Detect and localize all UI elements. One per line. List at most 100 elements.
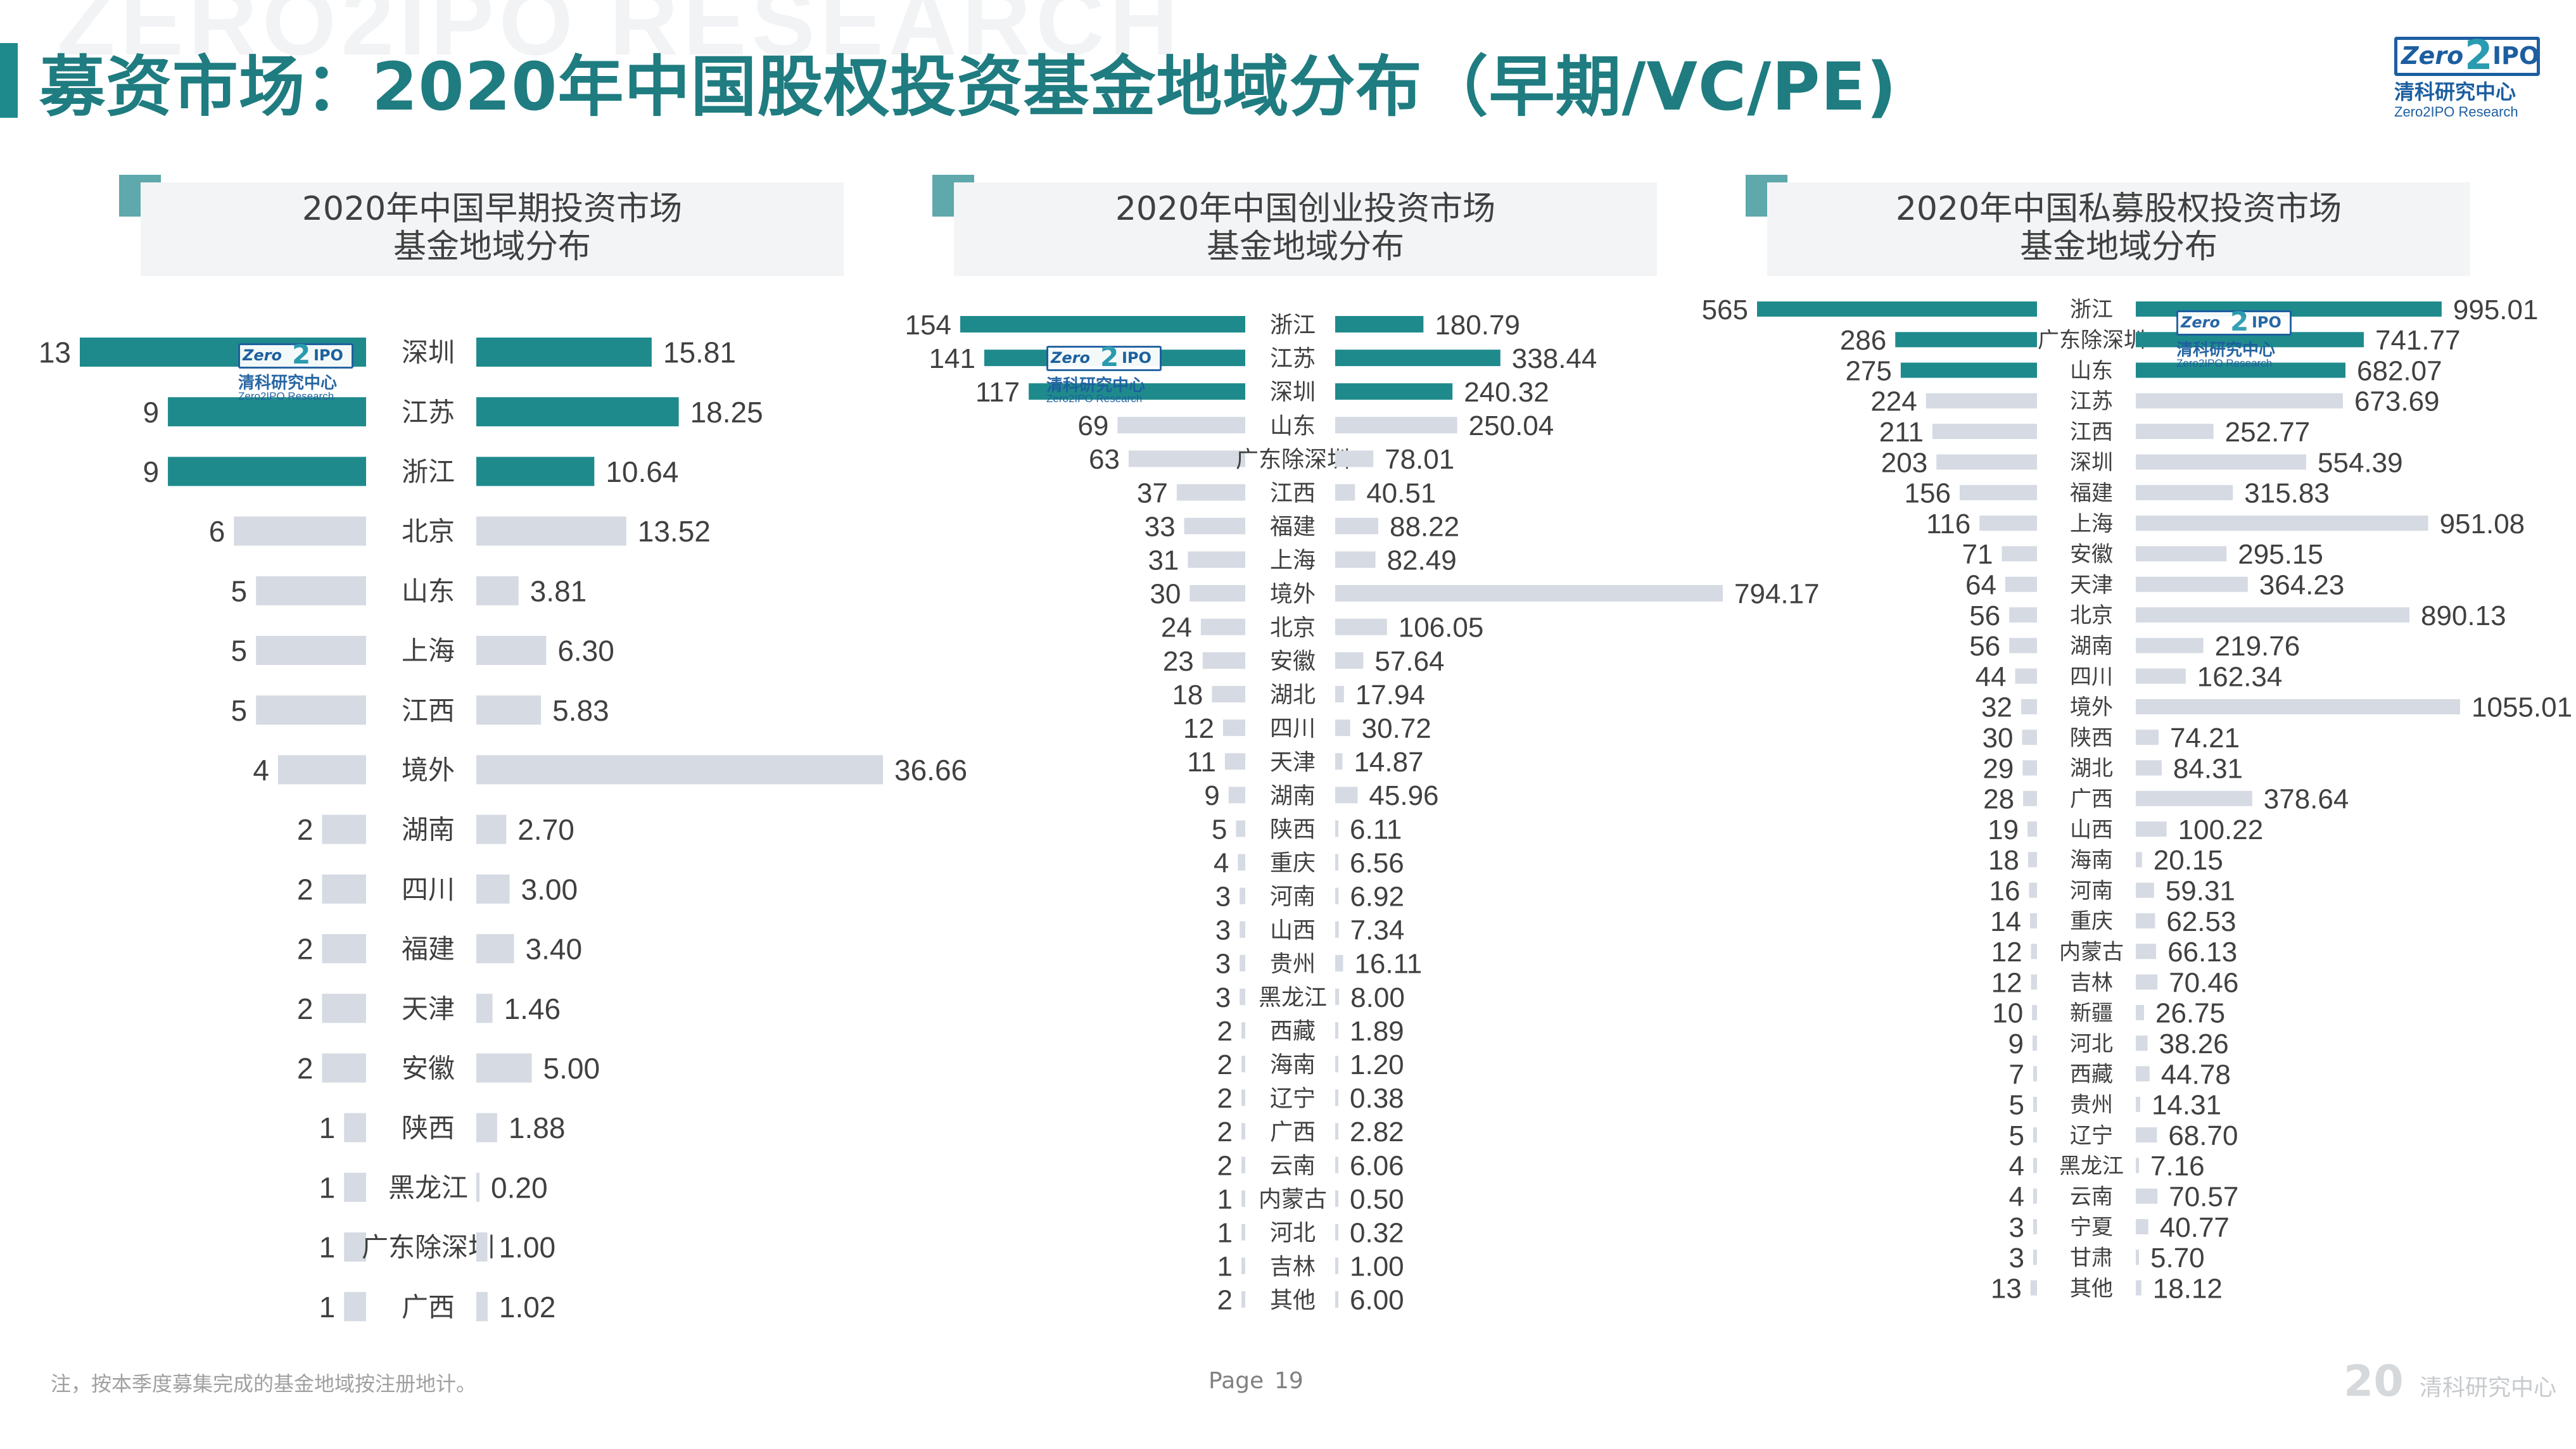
- amount-label: 5.00: [543, 1052, 600, 1085]
- amount-label: 84.31: [2173, 753, 2243, 784]
- amount-label: 3.81: [530, 574, 587, 607]
- count-bar: [2033, 1066, 2037, 1082]
- count-label: 275: [1845, 355, 1891, 386]
- amount-bar: [1335, 954, 1343, 971]
- count-bar: [1241, 1123, 1245, 1140]
- amount-bar: [1335, 686, 1344, 703]
- category-label: 其他: [2070, 1276, 2113, 1301]
- count-label: 28: [1983, 784, 2014, 815]
- category-label: 宁夏: [2070, 1215, 2113, 1240]
- amount-label: 364.23: [2259, 570, 2345, 601]
- amount-bar: [476, 994, 493, 1023]
- amount-bar: [2136, 730, 2159, 745]
- logo-badge: Zero 2 IPO: [2394, 32, 2540, 79]
- logo-two-text: 2: [2465, 32, 2493, 79]
- amount-bar: [2136, 974, 2158, 990]
- count-bar: [1757, 301, 2037, 317]
- amount-label: 1.46: [504, 992, 561, 1025]
- category-label: 黑龙江: [1259, 985, 1327, 1011]
- category-label: 北京: [2070, 603, 2113, 628]
- zero2ipo-logo: Zero 2 IPO 清科研究中心 Zero2IPO Research: [2382, 32, 2547, 127]
- amount-label: 794.17: [1734, 579, 1820, 610]
- chart-2-logo: Zero 2 IPO 清科研究中心 Zero2IPO Research: [1046, 341, 1173, 409]
- category-label: 广东除深圳: [362, 1232, 495, 1263]
- logo-ipo-text: IPO: [2492, 42, 2540, 70]
- count-bar: [1240, 989, 1245, 1005]
- amount-bar: [1335, 1022, 1338, 1039]
- amount-label: 26.75: [2155, 998, 2225, 1029]
- amount-bar: [476, 814, 507, 844]
- category-label: 湖北: [2070, 756, 2113, 781]
- chart-1-logo-en: Zero2IPO Research: [238, 390, 334, 402]
- count-label: 2: [1217, 1049, 1233, 1080]
- amount-label: 2.82: [1350, 1117, 1404, 1148]
- amount-bar: [1335, 887, 1339, 904]
- count-label: 31: [1148, 545, 1179, 576]
- count-label: 13: [39, 336, 71, 369]
- panel-2-title: 2020年中国创业投资市场 基金地域分布: [1115, 190, 1496, 266]
- amount-bar: [476, 934, 514, 963]
- category-label: 河北: [2070, 1031, 2113, 1056]
- category-label: 北京: [402, 516, 455, 547]
- category-label: 浙江: [402, 457, 455, 488]
- count-bar: [322, 814, 366, 844]
- chart-1-logo-ipo: IPO: [314, 346, 343, 364]
- amount-label: 16.11: [1354, 949, 1422, 980]
- count-label: 12: [1183, 713, 1214, 744]
- category-label: 湖南: [2070, 634, 2113, 659]
- amount-bar: [2136, 944, 2157, 959]
- amount-label: 13.52: [638, 515, 711, 548]
- chart-1-logo-zero: Zero: [243, 346, 282, 364]
- logo-chinese-name: 清科研究中心: [2394, 80, 2516, 104]
- category-label: 山西: [2070, 817, 2113, 842]
- count-bar: [2031, 944, 2037, 959]
- category-label: 福建: [2070, 481, 2113, 506]
- count-bar: [1236, 820, 1245, 837]
- count-label: 116: [1926, 509, 1970, 540]
- amount-label: 70.46: [2169, 967, 2238, 998]
- amount-label: 1.20: [1350, 1049, 1404, 1080]
- amount-label: 62.53: [2166, 906, 2236, 937]
- count-label: 1: [319, 1171, 336, 1204]
- footnote: 注，按本季度募集完成的基金地域按注册地计。: [51, 1372, 477, 1396]
- amount-label: 59.31: [2166, 876, 2235, 907]
- count-label: 1: [1217, 1184, 1233, 1215]
- count-bar: [2029, 882, 2037, 898]
- count-label: 1: [1217, 1218, 1233, 1249]
- count-label: 154: [905, 310, 951, 341]
- count-label: 24: [1161, 612, 1192, 643]
- amount-label: 0.32: [1350, 1218, 1404, 1249]
- amount-bar: [476, 516, 626, 546]
- amount-label: 6.30: [557, 635, 614, 668]
- amount-bar: [2136, 882, 2154, 898]
- count-label: 2: [1217, 1117, 1233, 1148]
- count-label: 2: [297, 992, 314, 1025]
- amount-bar: [476, 457, 595, 486]
- category-label: 贵州: [1270, 951, 1316, 977]
- count-bar: [1241, 1056, 1245, 1073]
- count-label: 2: [297, 1052, 314, 1085]
- amount-bar: [2136, 913, 2155, 928]
- amount-label: 0.38: [1350, 1083, 1404, 1114]
- amount-bar: [1335, 517, 1378, 535]
- count-label: 5: [2009, 1120, 2024, 1151]
- chart-2-logo-cn: 清科研究中心: [1046, 376, 1146, 395]
- amount-bar: [476, 1232, 488, 1262]
- count-bar: [2009, 638, 2037, 654]
- amount-label: 14.87: [1354, 747, 1423, 778]
- count-label: 3: [2009, 1212, 2024, 1243]
- category-label: 黑龙江: [2059, 1154, 2124, 1179]
- amount-label: 78.01: [1385, 444, 1454, 475]
- count-bar: [2032, 1004, 2037, 1020]
- amount-label: 338.44: [1512, 343, 1597, 374]
- category-label: 安徽: [402, 1053, 455, 1084]
- amount-label: 45.96: [1369, 780, 1438, 811]
- amount-bar: [476, 874, 510, 904]
- count-label: 16: [1989, 876, 2021, 907]
- count-bar: [1222, 719, 1245, 737]
- amount-label: 57.64: [1374, 646, 1444, 677]
- count-label: 4: [1214, 847, 1229, 878]
- amount-label: 3.00: [521, 873, 578, 906]
- category-label: 山西: [1270, 918, 1316, 944]
- amount-label: 250.04: [1469, 410, 1554, 441]
